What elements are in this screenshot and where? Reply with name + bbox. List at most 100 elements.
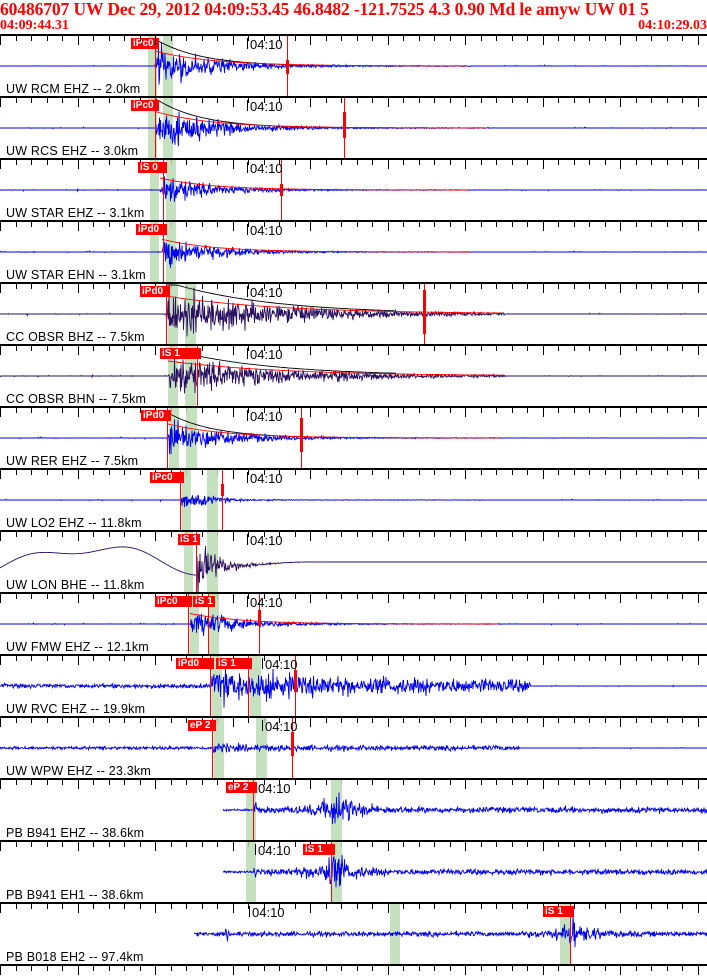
trace-row[interactable]: 04:10 iS 1 PB B941 EH1 -- 38.6km — [0, 842, 707, 904]
phase-pick-label[interactable]: iS 1 — [193, 596, 215, 607]
pick-line[interactable] — [208, 594, 209, 656]
axis-tick — [512, 470, 513, 475]
pick-line[interactable] — [210, 656, 211, 718]
axis-tick — [434, 98, 435, 103]
axis-tick — [62, 36, 63, 41]
axis-tick — [109, 532, 110, 537]
axis-tick — [233, 842, 234, 851]
phase-pick-label[interactable]: eP 2 — [226, 782, 257, 793]
axis-tick — [310, 532, 311, 541]
axis-tick — [496, 780, 497, 785]
phase-pick-label[interactable]: iS 1 — [216, 658, 252, 669]
axis-tick — [574, 346, 575, 351]
pick-line[interactable] — [253, 780, 254, 842]
axis-tick — [62, 284, 63, 289]
phase-pick-label[interactable]: iPd0 — [136, 224, 167, 235]
axis-tick — [682, 160, 683, 165]
phase-pick-label[interactable]: iS 0 — [138, 162, 167, 173]
axis-tick — [233, 966, 234, 975]
phase-pick-label[interactable]: iPd0 — [176, 658, 214, 669]
time-tick-mark — [247, 596, 248, 607]
pick-line[interactable] — [248, 656, 249, 718]
axis-tick — [310, 594, 311, 603]
trace-row[interactable]: 04:10 eP 2 PB B941 EHZ -- 38.6km — [0, 780, 707, 842]
axis-tick — [605, 966, 606, 971]
axis-tick — [62, 966, 63, 971]
axis-tick — [0, 470, 1, 479]
phase-pick-label[interactable]: iPd0 — [140, 286, 170, 297]
phase-pick-label[interactable]: iS 1 — [303, 844, 335, 855]
trace-row[interactable]: 04:10 iPd0 UW STAR EHN -- 3.1km — [0, 222, 707, 284]
pick-line[interactable] — [155, 98, 156, 160]
axis-tick — [419, 470, 420, 475]
axis-tick — [357, 470, 358, 475]
pick-line[interactable] — [155, 36, 156, 98]
axis-tick — [140, 904, 141, 909]
axis-tick — [496, 718, 497, 723]
axis-tick — [217, 842, 218, 847]
phase-pick-label[interactable]: iPc0 — [131, 100, 159, 111]
pick-line[interactable] — [163, 160, 164, 222]
axis-tick — [155, 842, 156, 851]
trace-row[interactable]: 04:10 iPd0 UW RER EHZ -- 7.5km — [0, 408, 707, 470]
axis-tick — [419, 966, 420, 971]
time-axis-label: 04:10 — [247, 99, 283, 114]
trace-row[interactable]: 04:10 iS 0 UW STAR EHZ -- 3.1km — [0, 160, 707, 222]
trace-row[interactable]: 04:10 iPd0 CC OBSR BHZ -- 7.5km — [0, 284, 707, 346]
axis-tick — [434, 532, 435, 537]
axis-tick — [310, 346, 311, 355]
pick-line[interactable] — [166, 284, 167, 346]
phase-pick-label[interactable]: iS 1 — [543, 906, 574, 917]
axis-tick — [465, 408, 466, 417]
pick-line[interactable] — [163, 222, 164, 284]
axis-tick — [605, 780, 606, 785]
trace-row[interactable]: 04:10 iPc0 UW RCS EHZ -- 3.0km — [0, 98, 707, 160]
phase-pick-label[interactable]: iPd0 — [141, 410, 171, 421]
time-axis-label: 04:10 — [249, 905, 285, 920]
axis-tick — [372, 36, 373, 41]
axis-tick — [574, 966, 575, 971]
pick-line[interactable] — [331, 842, 332, 904]
pick-line[interactable] — [212, 718, 213, 780]
phase-pick-label[interactable]: eP 2 — [188, 720, 216, 731]
pick-line[interactable] — [570, 904, 571, 966]
time-axis — [0, 842, 707, 852]
pick-line[interactable] — [180, 470, 181, 532]
pick-line[interactable] — [197, 346, 198, 408]
trace-row[interactable]: 04:10 iPc0 UW LO2 EHZ -- 11.8km — [0, 470, 707, 532]
axis-tick — [202, 966, 203, 971]
axis-tick — [109, 470, 110, 475]
axis-tick — [527, 842, 528, 847]
axis-tick — [372, 532, 373, 537]
phase-pick-label[interactable]: iPc0 — [131, 38, 159, 49]
phase-pick-label[interactable]: iS 1 — [178, 534, 200, 545]
phase-pick-label[interactable]: iPc0 — [150, 472, 184, 483]
axis-tick — [527, 470, 528, 475]
time-tick-mark — [247, 162, 248, 173]
axis-tick — [31, 656, 32, 661]
axis-tick — [326, 718, 327, 723]
trace-row[interactable]: 04:10 iS 1 UW LON BHE -- 11.8km — [0, 532, 707, 594]
axis-tick — [636, 284, 637, 289]
phase-window-band — [185, 346, 196, 408]
pick-line[interactable] — [196, 532, 197, 594]
axis-tick — [155, 904, 156, 913]
trace-row[interactable]: 04:10 iPd0 iS 1 UW RVC EHZ -- 19.9km — [0, 656, 707, 718]
trace-row[interactable]: 04:10 iPc0 iS 1 UW FMW EHZ -- 12.1km — [0, 594, 707, 656]
axis-tick — [682, 284, 683, 289]
trace-row[interactable]: 04:10 iS 1 CC OBSR BHN -- 7.5km — [0, 346, 707, 408]
axis-tick — [93, 532, 94, 537]
trace-row[interactable]: 04:10 iPc0 UW RCM EHZ -- 2.0km — [0, 36, 707, 98]
phase-pick-label[interactable]: iS 1 — [160, 348, 201, 359]
axis-tick — [93, 160, 94, 165]
time-label-text: 04:10 — [250, 161, 283, 176]
pick-line[interactable] — [188, 594, 189, 656]
phase-pick-label[interactable]: iPc0 — [155, 596, 192, 607]
pick-line[interactable] — [167, 408, 168, 470]
axis-tick — [186, 966, 187, 971]
axis-tick — [295, 532, 296, 537]
axis-tick — [419, 160, 420, 165]
trace-row[interactable]: 04:10 eP 2 UW WPW EHZ -- 23.3km — [0, 718, 707, 780]
trace-row[interactable]: 04:10 iS 1 PB B018 EH2 -- 97.4km — [0, 904, 707, 966]
axis-tick — [78, 594, 79, 603]
